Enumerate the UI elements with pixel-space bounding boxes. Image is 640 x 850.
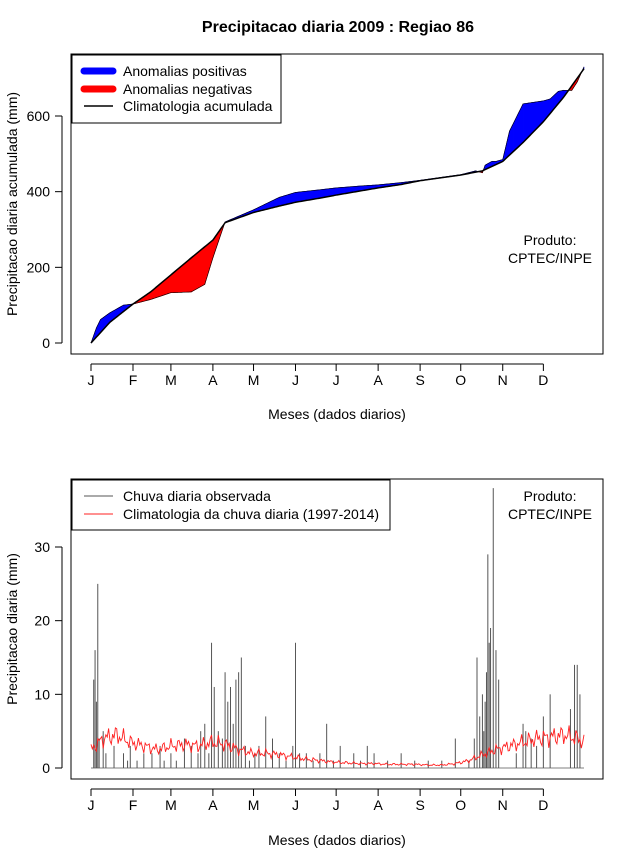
p1-x-tick-label: J: [292, 372, 299, 388]
p2-plot-frame: [70, 478, 604, 780]
p2-x-label: Meses (dados diarios): [268, 832, 406, 848]
p2-x-tick-label: J: [333, 797, 340, 813]
p2-x-tick-label: A: [208, 797, 218, 813]
p2-y-tick-label: 20: [34, 613, 50, 629]
climatology-daily-line: [90, 725, 585, 767]
p1-x-tick-label: N: [498, 372, 508, 388]
p1-y-tick-label: 200: [27, 259, 51, 275]
legend-label-climatology-daily: Climatologia da chuva diaria (1997-2014): [123, 506, 379, 522]
p2-lines: [90, 725, 585, 767]
p2-x-tick-label: J: [88, 797, 95, 813]
legend-label-positive: Anomalias positivas: [123, 63, 247, 79]
p1-x-tick-label: S: [415, 372, 424, 388]
p1-x-label: Meses (dados diarios): [268, 406, 406, 422]
p2-y-axis: 0 10 20 30: [34, 539, 63, 776]
climatology-accumulated-line: [90, 68, 585, 344]
p2-y-tick-label: 10: [34, 686, 50, 702]
p1-y-axis: 0 200 400 600: [27, 108, 63, 351]
p2-x-tick-label: D: [538, 797, 548, 813]
p2-y-tick-label: 0: [42, 760, 50, 776]
p2-x-tick-label: O: [455, 797, 466, 813]
p1-y-tick-label: 400: [27, 184, 51, 200]
p2-legend: Chuva diaria observada Climatologia da c…: [71, 479, 391, 531]
p2-product-source: CPTEC/INPE: [508, 506, 592, 522]
p2-x-tick-label: N: [498, 797, 508, 813]
p1-legend: Anomalias positivas Anomalias negativas …: [71, 54, 282, 124]
p2-x-tick-label: M: [165, 797, 177, 813]
p2-legend-box: [71, 479, 391, 531]
chart-title: Precipitacao diaria 2009 : Regiao 86: [202, 19, 474, 36]
accumulated-precip-panel: J F M A M J J A S O N D 0 200 400 600 Meses (dados dia…: [4, 53, 604, 422]
p1-x-tick-label: M: [248, 372, 260, 388]
p1-x-tick-label: M: [165, 372, 177, 388]
p1-product-source: CPTEC/INPE: [508, 250, 592, 266]
legend-label-negative: Anomalias negativas: [123, 81, 252, 97]
p1-product-label: Produto:: [524, 232, 577, 248]
p2-x-tick-label: A: [373, 797, 383, 813]
p2-x-tick-label: M: [248, 797, 260, 813]
p1-plot-frame: [70, 53, 604, 355]
p1-x-tick-label: F: [129, 372, 138, 388]
p2-y-label: Precipitacao diaria (mm): [4, 553, 20, 705]
p1-lines: [90, 66, 585, 344]
p1-x-tick-label: A: [208, 372, 218, 388]
p1-x-tick-label: D: [538, 372, 548, 388]
daily-precip-panel: J F M A M J J A S O N D 0 10 20 30 Meses (dados diario…: [4, 478, 604, 848]
p2-x-tick-label: S: [415, 797, 424, 813]
observed-accumulated-line: [90, 66, 585, 344]
p2-x-tick-label: J: [292, 797, 299, 813]
p1-y-label: Precipitacao diaria acumulada (mm): [4, 92, 20, 316]
p2-x-tick-label: F: [129, 797, 138, 813]
p2-product-label: Produto:: [524, 488, 577, 504]
p2-y-tick-label: 30: [34, 539, 50, 555]
p1-y-tick-label: 600: [27, 108, 51, 124]
legend-label-climatology: Climatologia acumulada: [123, 98, 273, 114]
p1-x-tick-label: J: [333, 372, 340, 388]
p1-x-tick-label: A: [373, 372, 383, 388]
p1-x-tick-label: O: [455, 372, 466, 388]
legend-label-observed: Chuva diaria observada: [123, 488, 271, 504]
p1-y-tick-label: 0: [42, 335, 50, 351]
p1-x-tick-label: J: [88, 372, 95, 388]
